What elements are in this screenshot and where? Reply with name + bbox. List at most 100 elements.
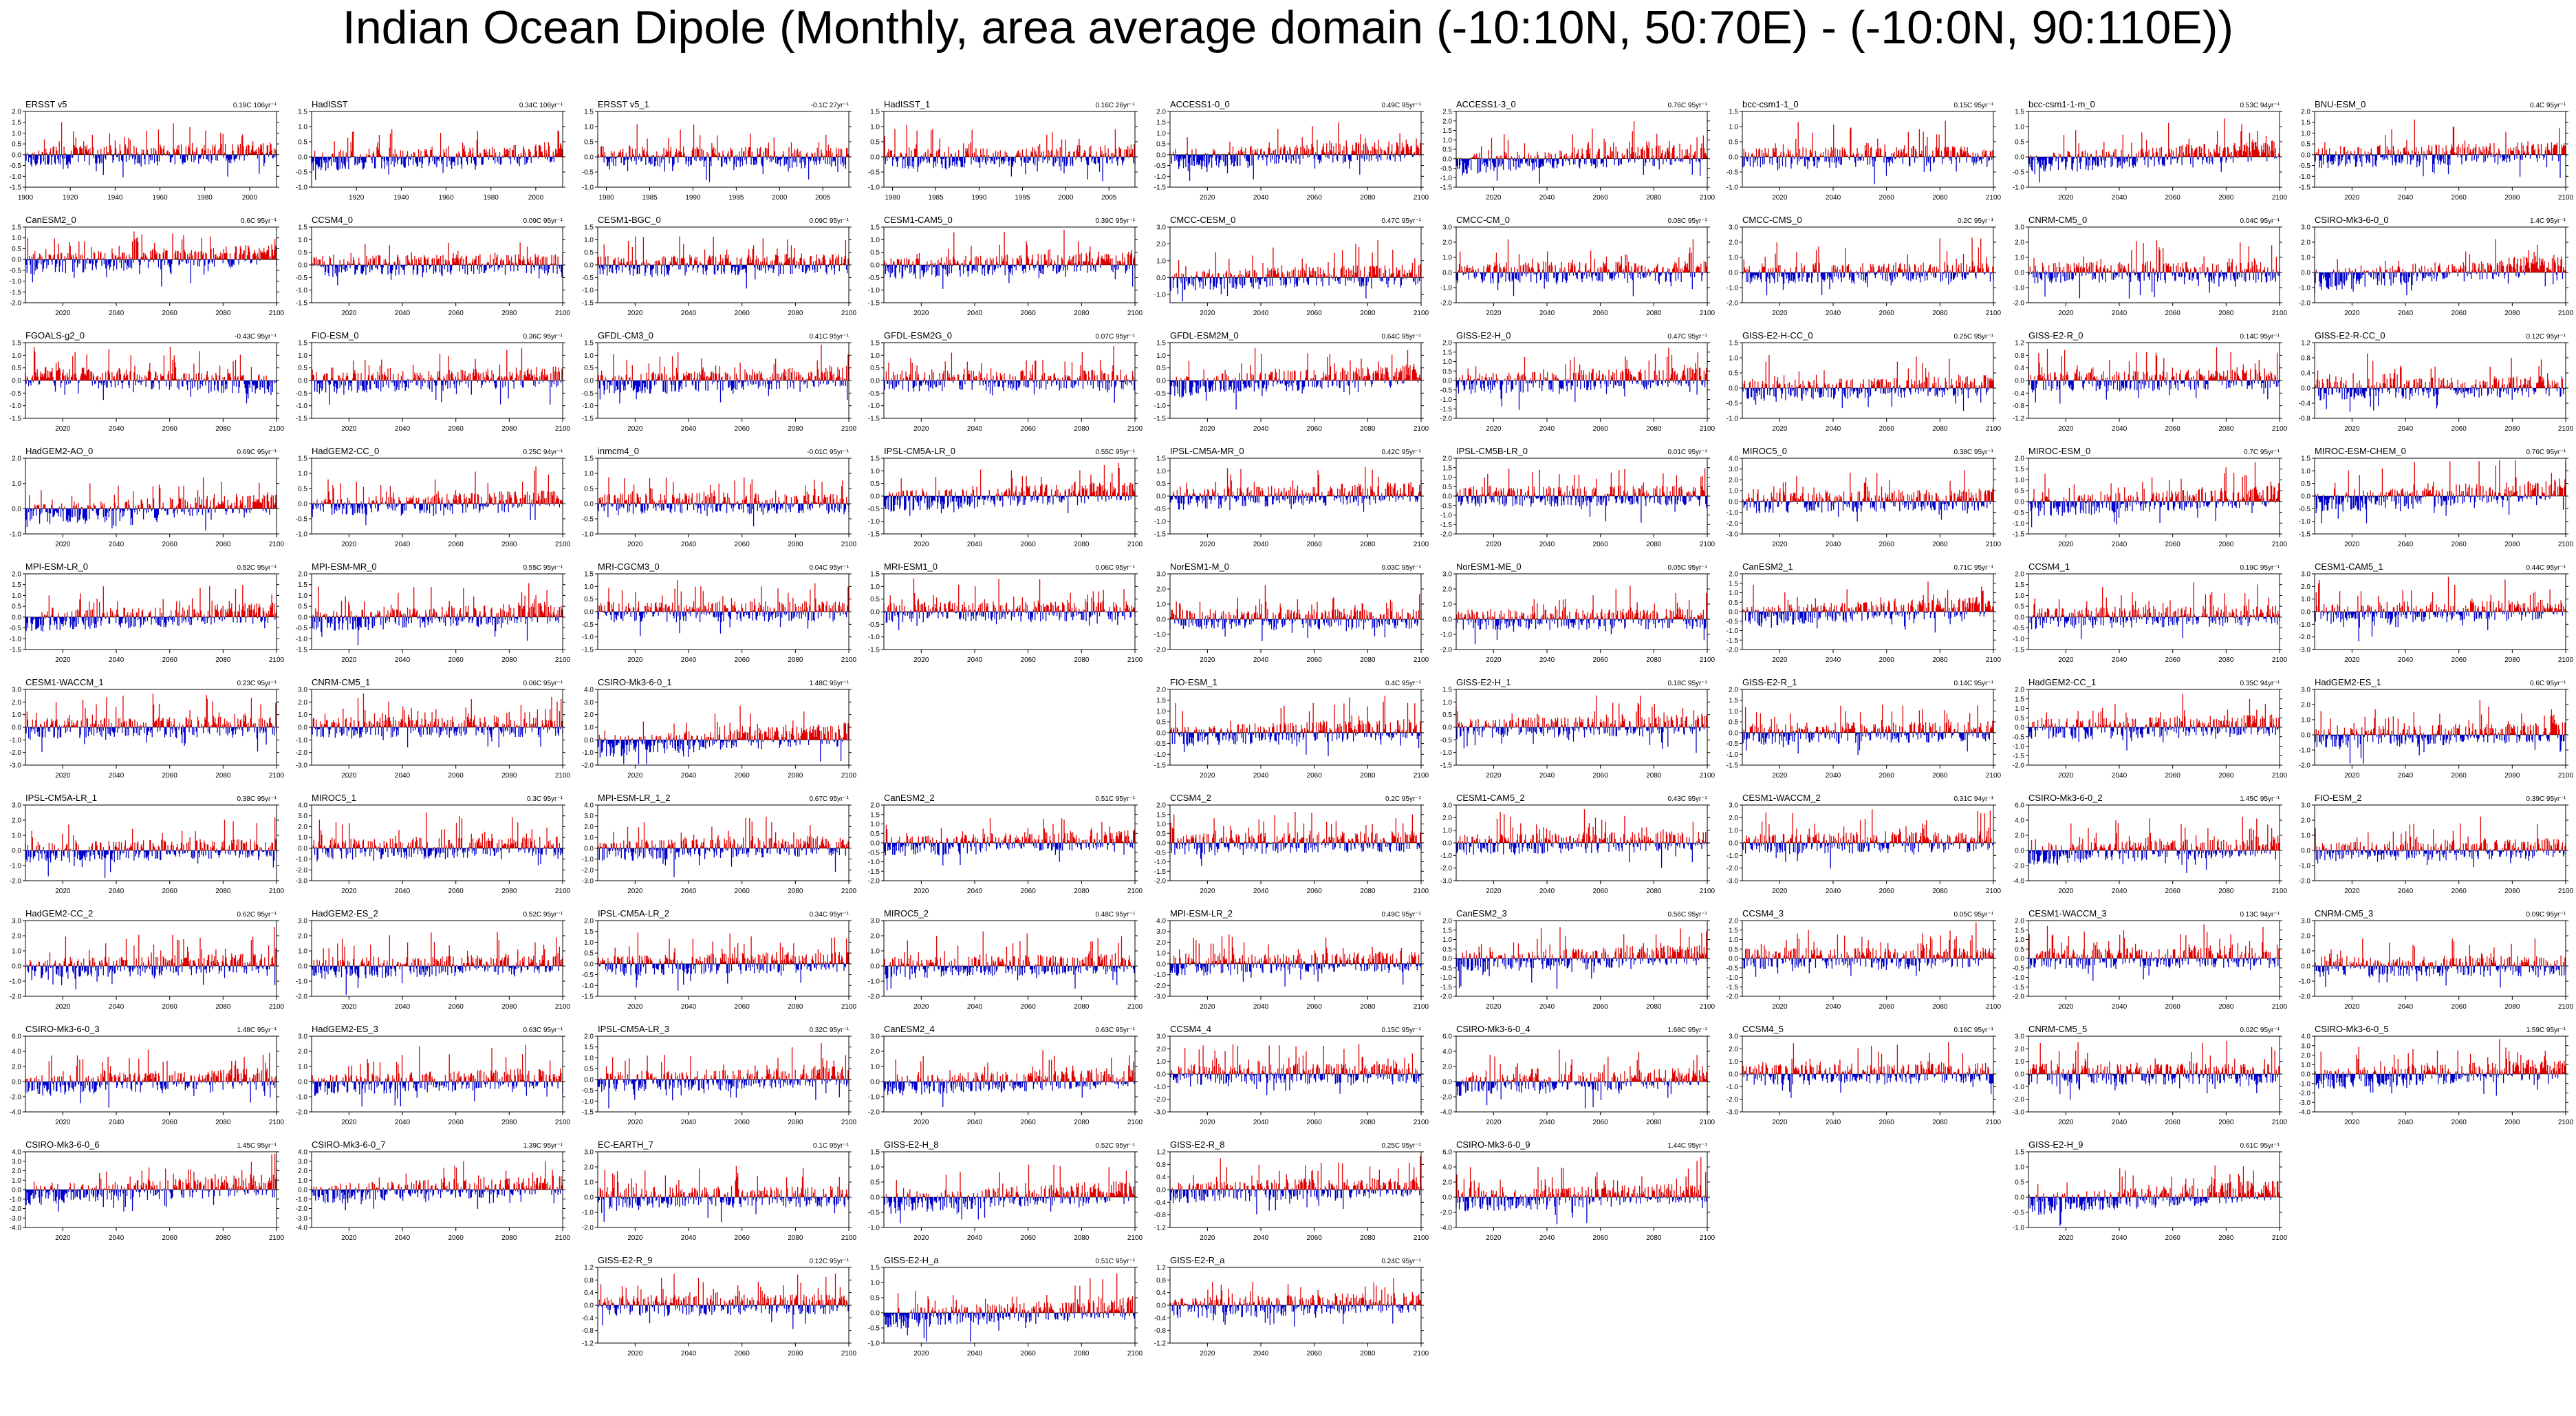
y-tick-label: 0.5 [298,365,307,372]
chart-svg: HadGEM2-ES_3 0.63C 95yr⁻¹3.02.01.00.0-1.0… [296,1024,571,1126]
chart-title: CNRM-CM5_1 [312,677,370,687]
x-tick-label: 2100 [269,772,285,780]
y-tick-label: 1.0 [870,821,880,828]
x-tick-label: 2100 [269,310,285,317]
x-tick-label: 2020 [341,425,357,433]
trend-label: 0.07C 95yr⁻¹ [1095,333,1135,341]
x-tick-label: 2020 [2058,1003,2074,1011]
negative-anomaly-series [598,1197,849,1223]
y-tick-label: 1.0 [584,237,594,244]
y-tick-label: -1.0 [1727,509,1739,517]
trend-label: 0.76C 95yr⁻¹ [1667,102,1707,109]
trend-label: 0.25C 94yr⁻¹ [523,449,563,456]
plot-frame [597,1036,849,1113]
chart-title: inmcm4_0 [598,446,639,456]
y-tick-label: 0.0 [12,1079,21,1086]
x-tick-label: 2100 [2272,1003,2288,1011]
x-tick-label: 2100 [1414,425,1429,433]
y-tick-label: 0.0 [2301,1071,2310,1079]
y-tick-label: -1.2 [582,1340,594,1348]
plot-frame [1455,1036,1708,1113]
y-tick-label: 2.0 [1156,586,1166,594]
y-tick-label: 2.0 [1729,571,1738,579]
chart-panel: CSIRO-Mk3-6-0_3 1.48C 95yr⁻¹ 6.0 4.0 2.0 0.0-… [3,1022,290,1138]
chart-title: IPSL-CM5A-MR_0 [1170,446,1244,456]
y-tick-label: 1.5 [12,224,21,232]
y-tick-label: 0.5 [1156,365,1166,372]
plot-frame [597,111,849,188]
positive-anomaly-series [883,346,1136,380]
positive-anomaly-series [1742,470,1994,502]
y-tick-label: 1.5 [1442,349,1452,356]
chart-svg: CanESM2_0 0.6C 95yr⁻¹1.51.00.50.0-0.5-1.0… [10,215,285,317]
y-tick-label: -3.0 [582,878,594,886]
y-tick-label: -2.0 [296,1205,308,1213]
y-tick-label: 0.5 [2015,139,2024,147]
x-tick-label: 2060 [2451,1119,2467,1126]
plot-frame [311,573,563,650]
x-tick-label: 2040 [395,425,411,433]
y-tick-label: -2.0 [1154,647,1167,654]
chart-svg: CanESM2_2 0.51C 95yr⁻¹2.01.51.00.50.0-0.5… [868,793,1143,895]
x-tick-label: 2080 [2218,888,2234,895]
y-tick-label: 0.0 [584,1076,594,1084]
x-tick-label: 2060 [735,1003,750,1011]
x-tick-label: 2020 [1486,1234,1502,1242]
y-tick-label: -1.0 [296,184,308,192]
trend-label: 0.34C 106yr⁻¹ [519,102,563,109]
chart-panel: ERSST v5 0.19C 106yr⁻¹ 2.0 1.5 1.0 0.5 0.0 -0.5… [3,98,290,213]
y-tick-label: 0.0 [298,1187,307,1194]
y-tick-label: 1.0 [2301,255,2310,262]
plot-frame [1455,1151,1708,1228]
y-tick-label: -0.5 [2013,509,2025,517]
y-tick-label: 1.0 [1442,474,1452,482]
y-tick-label: 2.0 [1442,1179,1452,1187]
x-tick-label: 2020 [1772,194,1788,202]
positive-anomaly-series [25,1153,277,1190]
y-tick-label: -1.0 [2013,1225,2025,1232]
x-tick-label: 2040 [681,541,697,548]
y-tick-label: 0.0 [298,154,307,162]
y-tick-label: 0.0 [2015,378,2024,385]
y-tick-label: 0.5 [2015,715,2024,722]
trend-label: 0.44C 95yr⁻¹ [2526,564,2566,572]
y-tick-label: 1.0 [298,1064,307,1071]
y-tick-label: 2.0 [2015,239,2024,247]
x-tick-label: 2040 [681,1003,697,1011]
x-tick-label: 2060 [1879,888,1895,895]
y-tick-label: 1.0 [1156,708,1166,716]
y-tick-label: -1.0 [296,1196,308,1203]
positive-anomaly-series [1742,1042,1989,1074]
y-tick-label: 1.5 [584,340,594,347]
x-tick-label: 2080 [788,772,803,780]
x-tick-label: 2020 [55,656,71,664]
negative-anomaly-series [25,508,273,533]
x-tick-label: 2060 [1879,310,1895,317]
y-tick-label: 3.0 [1442,571,1452,579]
x-tick-label: 2020 [1486,425,1502,433]
x-tick-label: 2020 [627,425,643,433]
x-tick-label: 2040 [2112,425,2128,433]
chart-title: MPI-ESM-LR_1_2 [598,793,670,803]
plot-frame [1455,226,1708,303]
x-tick-label: 2080 [1932,541,1948,548]
positive-anomaly-series [1169,934,1420,964]
chart-title: NorESM1-ME_0 [1456,561,1522,572]
chart-title: CSIRO-Mk3-6-0_5 [2315,1024,2389,1034]
negative-anomaly-series [598,612,847,636]
y-tick-label: -0.8 [582,1327,594,1335]
x-tick-label: 2080 [2218,656,2234,664]
negative-anomaly-series [2028,850,2276,873]
x-tick-label: 2080 [1646,425,1662,433]
x-tick-label: 2020 [913,888,929,895]
x-tick-label: 2100 [1414,1119,1429,1126]
trend-label: 0.12C 95yr⁻¹ [2526,333,2566,341]
y-tick-label: -1.0 [1440,396,1453,404]
y-tick-label: -0.5 [1440,165,1453,173]
y-tick-label: 2.5 [1442,109,1452,116]
chart-panel: FIO-ESM_0 0.36C 95yr⁻¹ 1.5 1.0 0.5 0.0 -0.5 -1.… [290,329,576,444]
x-tick-label: 2040 [2398,310,2414,317]
chart-panel: GISS-E2-H_8 0.52C 95yr⁻¹ 1.5 1.0 0.5 0.0 -0.5-… [862,1138,1148,1254]
x-tick-label: 2080 [1932,1119,1948,1126]
trend-label: 0.52C 95yr⁻¹ [1095,1142,1135,1150]
